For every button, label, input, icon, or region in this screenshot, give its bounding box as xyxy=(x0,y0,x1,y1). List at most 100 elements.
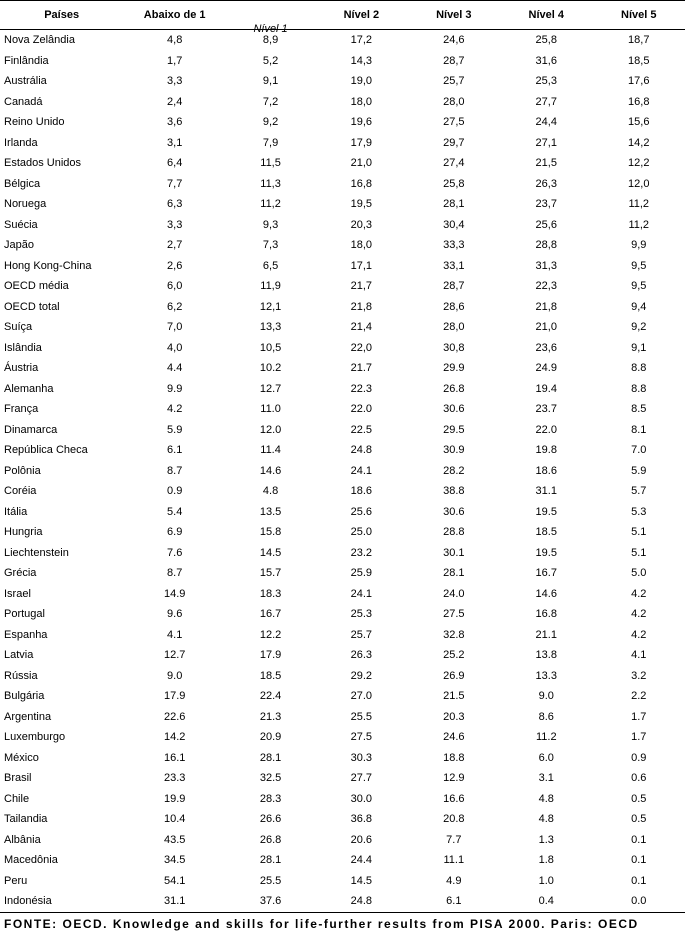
cell-value: 0.1 xyxy=(593,850,685,871)
cell-value: 10.4 xyxy=(123,809,226,830)
cell-pais: Austrália xyxy=(0,71,123,92)
cell-value: 0.1 xyxy=(593,871,685,892)
cell-value: 24.1 xyxy=(315,584,407,605)
cell-value: 6,0 xyxy=(123,276,226,297)
cell-value: 9,2 xyxy=(593,317,685,338)
cell-value: 7.7 xyxy=(408,830,500,851)
cell-value: 28.3 xyxy=(226,789,315,810)
cell-value: 20.3 xyxy=(408,707,500,728)
cell-pais: Canadá xyxy=(0,92,123,113)
cell-value: 8.8 xyxy=(593,379,685,400)
cell-value: 25,6 xyxy=(500,215,592,236)
nivel1-italic-label: Nível 1 xyxy=(253,23,287,35)
cell-pais: Suíça xyxy=(0,317,123,338)
cell-value: 28.1 xyxy=(226,748,315,769)
cell-pais: Bélgica xyxy=(0,174,123,195)
cell-value: 14.5 xyxy=(315,871,407,892)
cell-value: 1.3 xyxy=(500,830,592,851)
footer-source: FONTE: OECD. Knowledge and skills for li… xyxy=(0,913,685,935)
cell-value: 31.1 xyxy=(123,891,226,912)
table-row: Itália5.413.525.630.619.55.3 xyxy=(0,502,685,523)
cell-value: 38.8 xyxy=(408,481,500,502)
cell-value: 15,6 xyxy=(593,112,685,133)
cell-value: 9,5 xyxy=(593,276,685,297)
cell-pais: Tailandia xyxy=(0,809,123,830)
table-row: Chile19.928.330.016.64.80.5 xyxy=(0,789,685,810)
cell-pais: Grécia xyxy=(0,563,123,584)
table-row: Espanha4.112.225.732.821.14.2 xyxy=(0,625,685,646)
cell-value: 17.9 xyxy=(226,645,315,666)
cell-value: 0.9 xyxy=(593,748,685,769)
cell-value: 24.1 xyxy=(315,461,407,482)
cell-value: 19.8 xyxy=(500,440,592,461)
cell-value: 0.5 xyxy=(593,809,685,830)
cell-value: 4.8 xyxy=(226,481,315,502)
cell-value: 18.6 xyxy=(315,481,407,502)
cell-value: 8.1 xyxy=(593,420,685,441)
cell-pais: República Checa xyxy=(0,440,123,461)
cell-value: 11,9 xyxy=(226,276,315,297)
cell-value: 28,7 xyxy=(408,51,500,72)
cell-value: 0.4 xyxy=(500,891,592,912)
cell-value: 19.9 xyxy=(123,789,226,810)
cell-value: 8.5 xyxy=(593,399,685,420)
cell-value: 12.2 xyxy=(226,625,315,646)
cell-value: 16.7 xyxy=(500,563,592,584)
table-row: Peru54.125.514.54.91.00.1 xyxy=(0,871,685,892)
cell-value: 8.8 xyxy=(593,358,685,379)
table-row: Bulgária17.922.427.021.59.02.2 xyxy=(0,686,685,707)
table-row: Rússia9.018.529.226.913.33.2 xyxy=(0,666,685,687)
table-row: Bélgica7,711,316,825,826,312,0 xyxy=(0,174,685,195)
cell-value: 6.1 xyxy=(123,440,226,461)
cell-value: 2,7 xyxy=(123,235,226,256)
table-row: Finlândia1,75,214,328,731,618,5 xyxy=(0,51,685,72)
cell-pais: Portugal xyxy=(0,604,123,625)
cell-value: 9,2 xyxy=(226,112,315,133)
table-row: Austrália3,39,119,025,725,317,6 xyxy=(0,71,685,92)
cell-pais: Islândia xyxy=(0,338,123,359)
cell-value: 14.2 xyxy=(123,727,226,748)
cell-value: 29,7 xyxy=(408,133,500,154)
cell-value: 22.3 xyxy=(315,379,407,400)
cell-value: 22.5 xyxy=(315,420,407,441)
table-row: Áustria4.410.221.729.924.98.8 xyxy=(0,358,685,379)
cell-pais: França xyxy=(0,399,123,420)
cell-value: 0.6 xyxy=(593,768,685,789)
cell-pais: Argentina xyxy=(0,707,123,728)
data-table: Países Abaixo de 1 Nível 1 Nível 2 Nível… xyxy=(0,0,685,912)
cell-value: 23.2 xyxy=(315,543,407,564)
cell-value: 15.8 xyxy=(226,522,315,543)
table-row: Tailandia10.426.636.820.84.80.5 xyxy=(0,809,685,830)
cell-value: 21,0 xyxy=(315,153,407,174)
header-abaixo: Abaixo de 1 xyxy=(123,1,226,30)
cell-value: 3,1 xyxy=(123,133,226,154)
cell-value: 12.0 xyxy=(226,420,315,441)
cell-value: 23,6 xyxy=(500,338,592,359)
table-row: Hungria6.915.825.028.818.55.1 xyxy=(0,522,685,543)
cell-value: 13.3 xyxy=(500,666,592,687)
header-paises: Países xyxy=(0,1,123,30)
cell-value: 5.1 xyxy=(593,543,685,564)
cell-value: 37.6 xyxy=(226,891,315,912)
cell-value: 7,2 xyxy=(226,92,315,113)
cell-value: 27.5 xyxy=(408,604,500,625)
cell-value: 21.7 xyxy=(315,358,407,379)
table-row: Argentina22.621.325.520.38.61.7 xyxy=(0,707,685,728)
cell-value: 30,4 xyxy=(408,215,500,236)
cell-value: 21,8 xyxy=(315,297,407,318)
cell-value: 9,3 xyxy=(226,215,315,236)
cell-value: 25.2 xyxy=(408,645,500,666)
cell-value: 6.1 xyxy=(408,891,500,912)
table-row: Albânia43.526.820.67.71.30.1 xyxy=(0,830,685,851)
cell-value: 31,3 xyxy=(500,256,592,277)
cell-value: 6,4 xyxy=(123,153,226,174)
cell-value: 14,2 xyxy=(593,133,685,154)
cell-value: 24.8 xyxy=(315,891,407,912)
cell-value: 18,5 xyxy=(593,51,685,72)
cell-value: 5.0 xyxy=(593,563,685,584)
cell-value: 25,3 xyxy=(500,71,592,92)
table-row: Israel14.918.324.124.014.64.2 xyxy=(0,584,685,605)
cell-pais: Chile xyxy=(0,789,123,810)
cell-value: 30.9 xyxy=(408,440,500,461)
table-row: Luxemburgo14.220.927.524.611.21.7 xyxy=(0,727,685,748)
